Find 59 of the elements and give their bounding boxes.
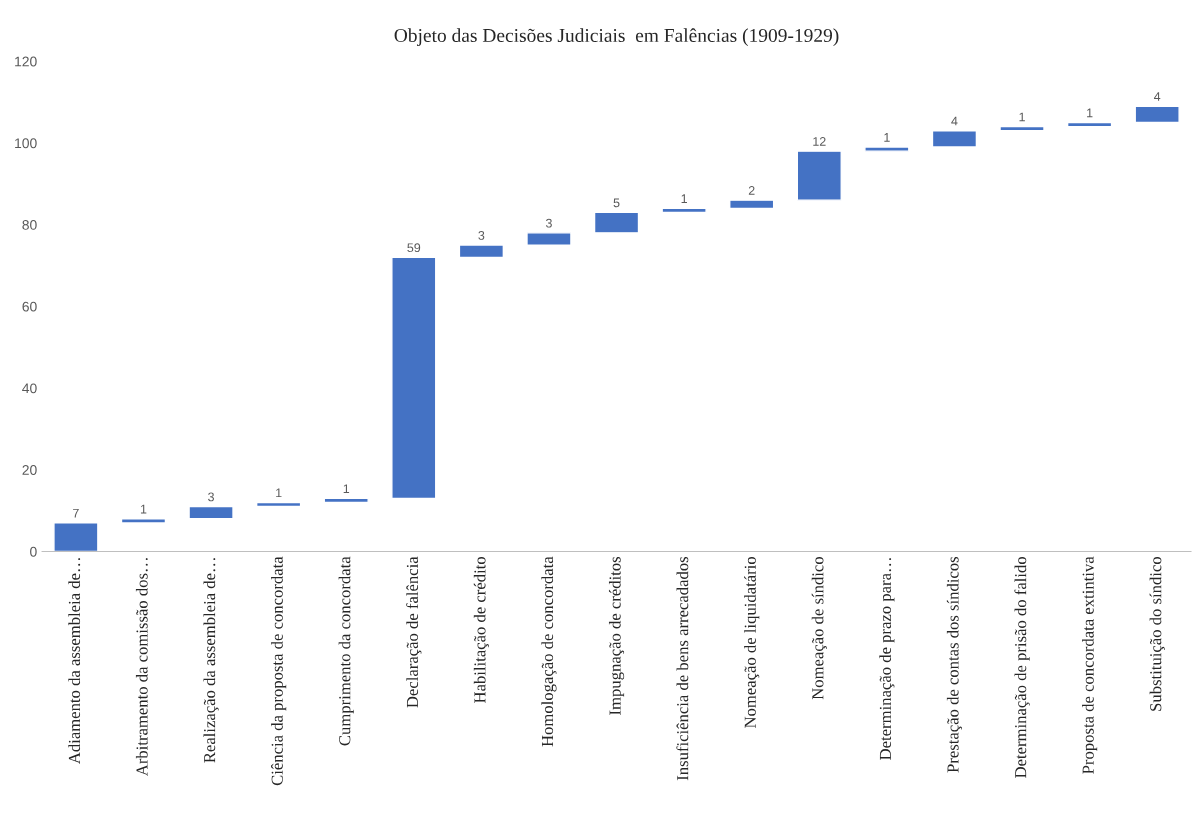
bar: [391, 256, 437, 500]
y-tick-label: 80: [22, 220, 37, 230]
bar: [323, 497, 369, 504]
x-tick-label: Declaração de falência: [406, 556, 422, 708]
bar: [931, 130, 978, 148]
bar: [53, 522, 99, 552]
bar: [999, 125, 1045, 132]
x-tick-label: Habilitação de crédito: [473, 556, 489, 704]
x-tick-label: Impugnação de créditos: [608, 556, 625, 715]
data-label: 1: [140, 504, 147, 514]
data-label: 7: [73, 508, 79, 518]
data-label: 3: [545, 218, 552, 228]
data-label: 3: [208, 492, 214, 502]
x-tick-label: Nomeação de liquidatário: [744, 556, 760, 729]
x-tick-label: Determinação de prazo para…: [879, 558, 895, 760]
data-label: 1: [681, 194, 687, 203]
data-label: 1: [1087, 108, 1093, 118]
chart-title: Objeto das Decisões Judiciais em Falências (1909-1929): [394, 28, 839, 46]
y-tick-label: 120: [15, 56, 37, 67]
x-tick-label: Adiamento da assembleia de…: [68, 558, 81, 764]
x-tick-label: Substituição do síndico: [1149, 556, 1165, 711]
x-tick-label: Proposta de concordata extintiva: [1082, 556, 1098, 774]
data-label: 1: [884, 133, 890, 142]
data-label: 1: [343, 484, 350, 493]
data-label: 5: [613, 198, 620, 208]
data-label: 59: [407, 243, 421, 253]
bar: [188, 505, 234, 520]
bar: [729, 199, 775, 210]
x-tick-label: Homologação de concordata: [541, 556, 557, 747]
y-tick-label: 60: [22, 301, 37, 312]
data-label: 1: [276, 488, 282, 498]
x-tick-label: Cumprimento da concordata: [338, 556, 354, 746]
bar: [458, 244, 505, 259]
x-tick-label: Nomeação de síndico: [811, 556, 827, 700]
bar: [864, 146, 910, 152]
bar: [120, 518, 167, 524]
data-label: 4: [1153, 92, 1161, 101]
x-tick-label: Arbitramento da comissão dos…: [135, 558, 148, 777]
bar: [526, 232, 572, 246]
data-label: 12: [813, 137, 826, 146]
data-label: 4: [951, 116, 958, 126]
data-label: 2: [748, 186, 755, 195]
y-tick-label: 0: [30, 546, 37, 557]
data-label: 1: [1019, 112, 1025, 122]
x-tick-label: Realização da assembleia de…: [203, 558, 219, 763]
bar: [255, 501, 302, 508]
data-label: 3: [478, 231, 485, 240]
x-tick-label: Ciência da proposta de concordata: [271, 556, 287, 786]
bar: [1066, 121, 1113, 128]
y-tick-label: 100: [15, 138, 37, 149]
x-tick-label: Insuficiência de bens arrecadados: [676, 556, 689, 781]
x-tick-label: Determinação de prisão do falido: [1014, 556, 1030, 778]
bar: [661, 207, 707, 214]
y-tick-label: 20: [22, 465, 37, 475]
x-tick-label: Prestação de contas dos síndicos: [946, 556, 963, 773]
bar: [1134, 105, 1180, 124]
y-tick-label: 40: [22, 383, 37, 394]
bar: [593, 211, 640, 234]
bar: [796, 150, 842, 201]
